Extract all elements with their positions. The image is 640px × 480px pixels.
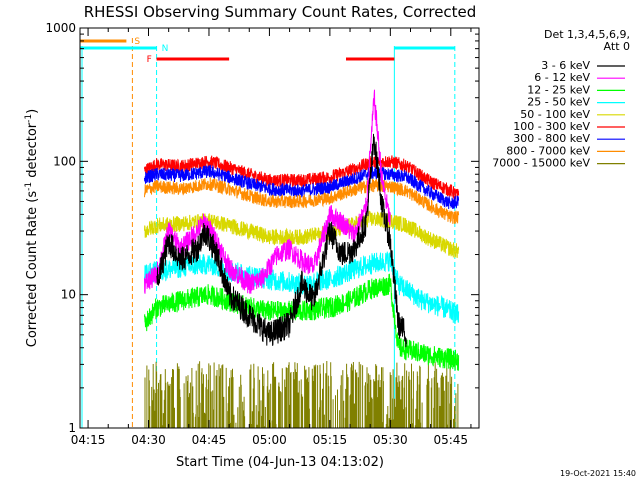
legend-item-label: 7000 - 15000 keV [492,157,590,170]
y-axis-label-main: Corrected Count Rate (s [25,191,40,348]
legend-item-label: 6 - 12 keV [534,71,590,84]
legend-item-label: 3 - 6 keV [541,59,590,72]
x-tick-label: 04:30 [131,433,166,447]
legend-item-label: 800 - 7000 keV [506,144,590,157]
legend-header-line1: Det 1,3,4,5,6,9, [544,28,630,41]
y-axis-label-mid: detector [25,122,40,182]
night-flag-label: N [162,44,169,54]
legend-item-label: 25 - 50 keV [527,96,590,109]
saa-flag-label: S [134,37,140,47]
series-100-300kev-kev-line [144,155,460,201]
y-tick-label: 10 [61,288,76,302]
x-tick-label: 05:15 [313,433,348,447]
legend-item-label: 50 - 100 keV [520,108,590,121]
legend-item-label: 100 - 300 keV [513,120,590,133]
x-tick-label: 05:30 [373,433,408,447]
x-axis-label: Start Time (04-Jun-13 04:13:02) [176,455,384,470]
x-tick-label: 04:45 [192,433,227,447]
series-7000-15000-kev [144,361,459,428]
legend-header-line2: Att 0 [604,40,630,53]
legend-item-label: 12 - 25 keV [527,83,590,96]
series-6-12kev-kev-line [144,89,391,294]
series-group [144,89,460,428]
legend-item-label: 300 - 800 keV [513,132,590,145]
chart-title: RHESSI Observing Summary Count Rates, Co… [84,3,477,21]
series-800-7000kev-kev-line [144,177,460,224]
flare-flag-label: F [147,55,152,65]
status-flags: S NF [80,37,456,428]
x-tick-label: 04:15 [71,433,106,447]
series-300-800kev-kev-line [144,164,460,210]
y-tick-label: 1000 [45,21,76,35]
axes: 04:15 04:30 04:45 05:00 05:15 05:30 05:45 1 10 10… [45,21,480,447]
y-axis-label: Corrected Count Rate (s-1 detector-1) [24,109,40,347]
y-axis-label-sup2: -1 [24,114,34,123]
y-axis-label-sup1: -1 [24,182,34,191]
series-12-25kev-kev-line [144,273,460,371]
plot-frame [79,27,480,429]
x-tick-label: 05:45 [433,433,468,447]
series-3-6kev-kev-line [156,133,407,348]
y-axis-label-end: ) [25,109,40,114]
footer-date: 19-Oct-2021 15:40 [560,469,636,478]
y-tick-label: 1 [68,421,76,435]
y-tick-label: 100 [53,154,76,168]
x-tick-label: 05:00 [252,433,287,447]
